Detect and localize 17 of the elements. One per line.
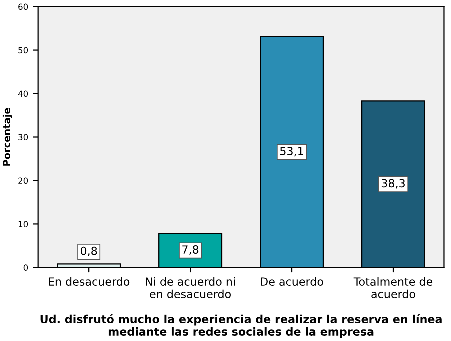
data-label: 0,8	[80, 246, 98, 256]
x-axis-title: Ud. disfrutó mucho la experiencia de realizar la reserva en línea mediante las redes sociales de la empresa	[40, 314, 442, 338]
data-label: 7,8	[182, 246, 199, 256]
x-tick-label: Totalmente de acuerdo	[354, 277, 433, 298]
y-axis-title: Porcentaje	[2, 108, 12, 166]
data-label: 53,1	[280, 147, 304, 157]
y-tick-label: 50	[18, 47, 28, 54]
y-tick-label: 60	[18, 4, 28, 10]
y-tick-label: 0	[24, 264, 28, 271]
y-tick-label: 30	[18, 134, 28, 141]
data-label: 38,3	[382, 179, 405, 189]
y-tick-label: 20	[18, 178, 28, 184]
x-tick-label: Ni de acuerdo ni en desacuerdo	[146, 277, 236, 298]
x-tick-label: En desacuerdo	[49, 277, 130, 286]
x-tick-label: De acuerdo	[261, 277, 324, 286]
y-tick-label: 10	[18, 221, 28, 228]
y-tick-label: 40	[18, 90, 28, 98]
